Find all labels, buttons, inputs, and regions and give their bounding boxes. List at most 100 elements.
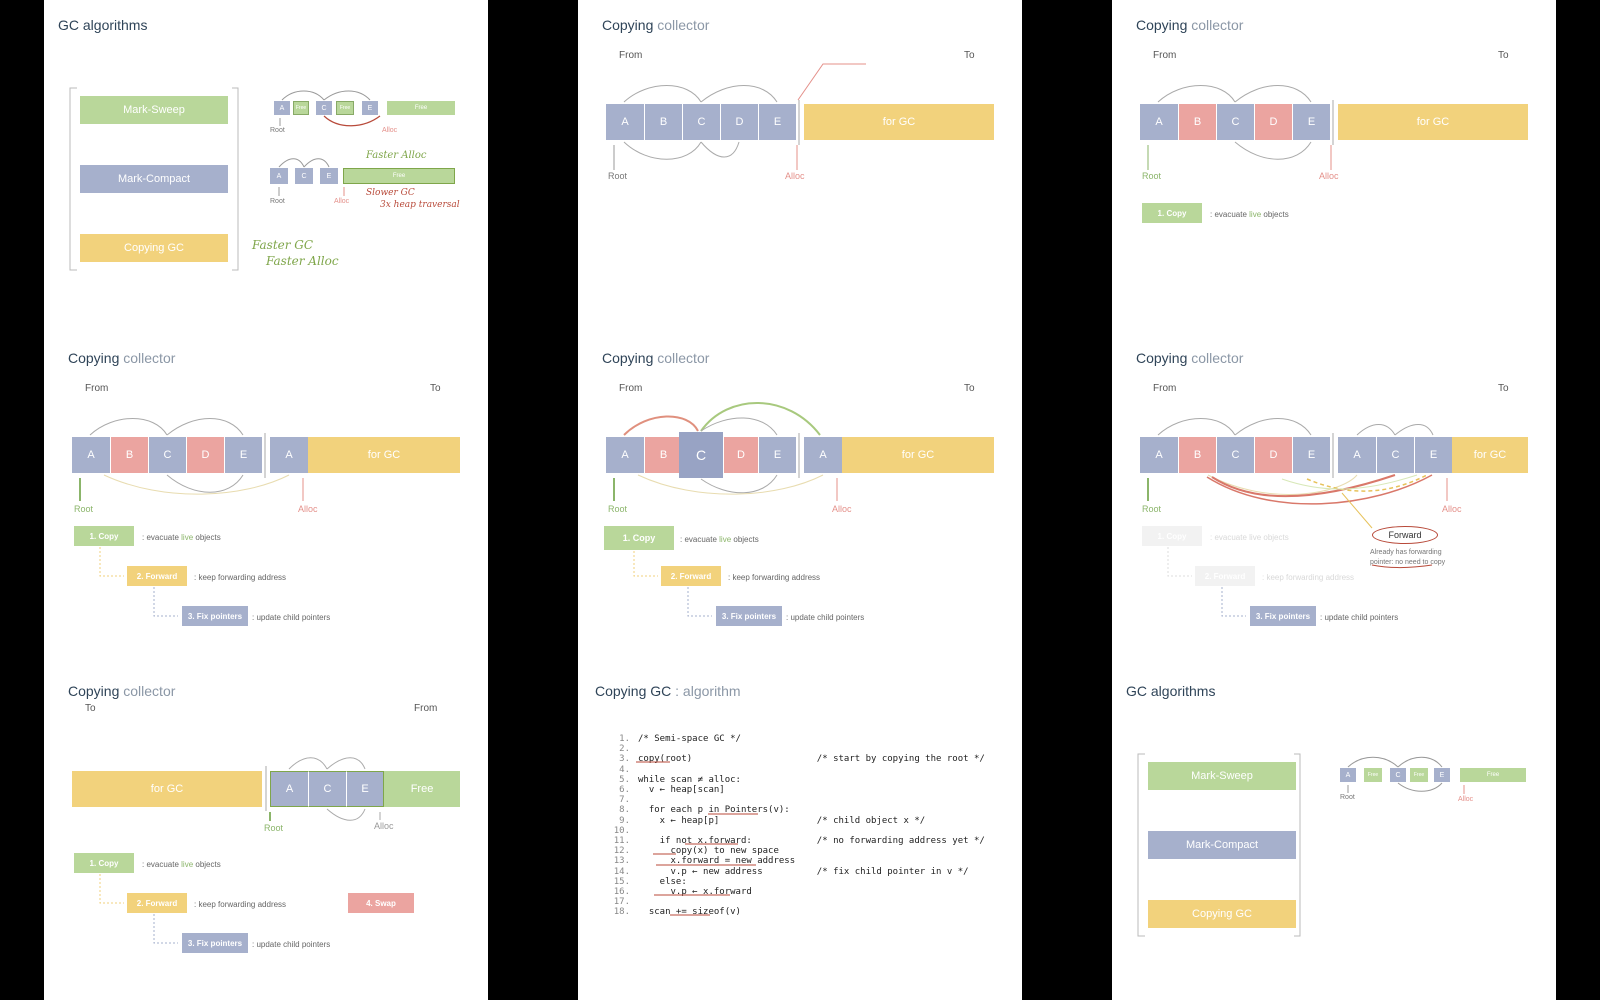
root-label: Root — [608, 504, 628, 514]
alloc-label: Alloc — [1442, 504, 1462, 514]
step-fix-pointers: 3. Fix pointers — [182, 933, 248, 953]
forward-note-2: pointer: no need to copy — [1370, 559, 1446, 566]
code-line-number: 3. — [619, 754, 630, 765]
slide-copying-collector-step-c: Copying collector From To A B C D E A C … — [1112, 333, 1556, 666]
copied-obj-a: A — [804, 437, 842, 473]
code-line: 2. — [608, 744, 985, 754]
code-line: 8. for each p in Pointers(v): — [608, 805, 985, 815]
obj-b: B — [1178, 104, 1216, 140]
step-copy-desc: : evacuate live objects — [1210, 533, 1289, 542]
step-copy-desc: : evacuate live objects — [1210, 210, 1289, 219]
obj-e: E — [758, 104, 796, 140]
annotation-faster-alloc: Faster Alloc — [266, 254, 339, 268]
from-label: From — [619, 383, 643, 394]
free-space: Free — [384, 771, 460, 807]
code-line-text: copy(root) /* start by copying the root … — [638, 754, 985, 765]
step-fix-desc: : update child pointers — [1320, 613, 1399, 622]
root-label: Root — [1142, 171, 1162, 181]
root-label: Root — [608, 171, 628, 181]
code-line: 3. copy(root) /* start by copying the roo… — [608, 754, 985, 764]
step-copy: 1. Copy — [1142, 526, 1202, 546]
step-copy: 1. Copy — [74, 853, 134, 873]
step-copy-desc: : evacuate live objects — [142, 860, 221, 869]
code-line-text: if not x.forward: /* no forwarding addre… — [638, 836, 985, 847]
mark-compact-bar: Mark-Compact — [1148, 831, 1296, 859]
step-fix-desc: : update child pointers — [786, 613, 865, 622]
code-line-text: while scan ≠ alloc: — [638, 774, 741, 785]
code-line: 14. v.p ← new address /* fix child point… — [608, 867, 985, 877]
slide-title: Copying collector — [1136, 17, 1244, 33]
step-forward-desc: : keep forwarding address — [194, 573, 287, 582]
slide-copying-collector-step-a: Copying collector From To A B C D E A fo… — [44, 333, 488, 666]
code-line-text: copy(x) to new space — [638, 846, 779, 857]
slide-copying-collector-intro: Copying collector From To A B C D E for … — [578, 0, 1022, 333]
code-line: 13. x.forward = new address — [608, 856, 985, 866]
mini-obj-e: E — [1434, 768, 1450, 782]
step-swap: 4. Swap — [348, 893, 414, 913]
code-line: 6. v ← heap[scan] — [608, 785, 985, 795]
to-space-for-gc: for GC — [804, 104, 994, 140]
code-line-number: 6. — [619, 785, 630, 796]
slide-title: Copying GC : algorithm — [595, 683, 741, 699]
code-line-text: scan += sizeof(v) — [638, 907, 741, 918]
obj-c-highlight: C — [679, 432, 723, 478]
alloc-label: Alloc — [832, 504, 852, 514]
slide-copying-collector-swap: Copying collector To From for GC A C E F… — [44, 666, 488, 999]
to-space-for-gc: for GC — [842, 437, 994, 473]
obj-b: B — [1178, 437, 1216, 473]
step-fix-pointers: 3. Fix pointers — [1250, 606, 1316, 626]
slide-copying-collector-copy: Copying collector From To A B C D E for … — [1112, 0, 1556, 333]
copying-gc-bar: Copying GC — [80, 234, 228, 262]
code-line-number: 18. — [613, 907, 630, 918]
step-forward-desc: : keep forwarding address — [194, 900, 287, 909]
code-line: 12. copy(x) to new space — [608, 846, 985, 856]
code-line-number: 2. — [619, 744, 630, 755]
to-label: To — [1498, 383, 1509, 394]
code-line: 7. — [608, 795, 985, 805]
code-line-number: 17. — [613, 897, 630, 908]
code-line-number: 1. — [619, 734, 630, 744]
root-label: Root — [264, 823, 284, 833]
mark-compact-bar: Mark-Compact — [80, 165, 228, 193]
mini-obj-a: A — [1340, 768, 1356, 782]
from-space-for-gc: for GC — [72, 771, 262, 807]
alloc-label: Alloc — [785, 171, 805, 181]
forward-note-1: Already has forwarding — [1370, 549, 1442, 556]
code-line-number: 9. — [619, 815, 630, 826]
alloc-label: Alloc — [382, 127, 398, 134]
code-line-text: for each p in Pointers(v): — [638, 805, 790, 816]
annotation-heap-traversal: 3x heap traversal — [380, 200, 460, 210]
obj-d: D — [723, 437, 758, 473]
obj-a: A — [270, 771, 308, 807]
slide-copying-gc-algorithm: Copying GC : algorithm 1. /* Semi-space G… — [578, 666, 1022, 999]
step-fix-pointers: 3. Fix pointers — [716, 606, 782, 626]
to-label: To — [430, 383, 441, 394]
obj-a: A — [72, 437, 110, 473]
to-label: To — [85, 703, 96, 714]
mini-obj-c: C — [1390, 768, 1406, 782]
step-forward: 2. Forward — [1195, 566, 1255, 586]
mini-free: Free — [343, 168, 455, 184]
code-line: 4. — [608, 765, 985, 775]
slide-title: Copying collector — [602, 17, 710, 33]
code-line-number: 12. — [613, 846, 630, 857]
slide-gc-algorithms-2: GC algorithms Mark-Sweep Mark-Compact Co… — [1112, 666, 1556, 999]
from-label: From — [1153, 50, 1177, 61]
root-label: Root — [270, 127, 285, 134]
code-line-number: 10. — [613, 825, 630, 836]
mini-obj-c: C — [316, 101, 332, 115]
to-space-for-gc: for GC — [1452, 437, 1528, 473]
root-label: Root — [74, 504, 94, 514]
mini-free: Free — [1364, 768, 1382, 782]
copying-gc-bar: Copying GC — [1148, 900, 1296, 928]
alloc-label: Alloc — [1319, 171, 1339, 181]
slide-title: GC algorithms — [58, 17, 148, 33]
copied-obj-a: A — [1338, 437, 1376, 473]
slide-gc-algorithms-1: GC algorithms Mark-Sweep Mark-Compact Co… — [44, 0, 488, 333]
step-fix-desc: : update child pointers — [252, 940, 331, 949]
root-label: Root — [1340, 794, 1355, 801]
mini-obj-a: A — [270, 168, 288, 184]
obj-a: A — [1140, 437, 1178, 473]
code-line-number: 15. — [613, 876, 630, 887]
obj-c: C — [148, 437, 186, 473]
